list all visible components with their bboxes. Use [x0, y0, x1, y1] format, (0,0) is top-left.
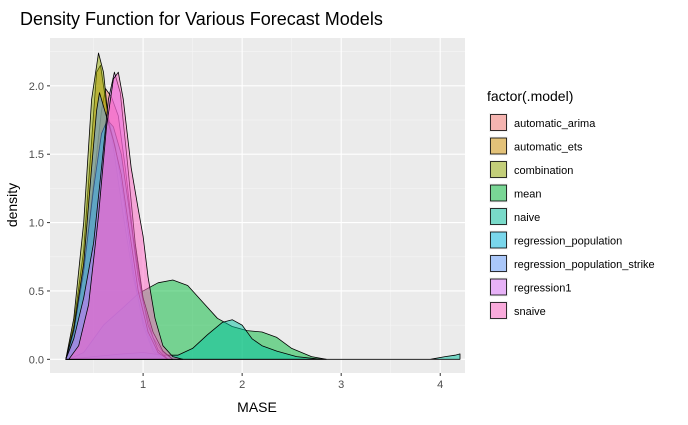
y-tick-label: 0.0: [29, 354, 44, 366]
y-axis-ticks: 0.0 0.5 1.0 1.5 2.0: [29, 81, 50, 366]
legend-label-combination: combination: [514, 165, 573, 177]
legend-label-regression1: regression1: [514, 283, 571, 295]
legend-key-combination: [490, 161, 507, 178]
legend-key-snaive: [490, 302, 507, 319]
y-axis-title: density: [4, 183, 20, 227]
legend-key-automatic_ets: [490, 137, 507, 155]
legend-label-mean: mean: [514, 189, 542, 201]
legend-label-automatic_ets: automatic_ets: [514, 142, 583, 154]
chart-title: Density Function for Various Forecast Mo…: [20, 9, 383, 29]
x-axis-ticks: 1 2 3 4: [140, 373, 443, 391]
legend-label-regression_population: regression_population: [514, 236, 622, 248]
legend-key-naive: [490, 208, 507, 225]
legend: factor(.model) automatic_arima automatic_…: [487, 88, 655, 320]
y-tick-label: 2.0: [29, 81, 44, 93]
density-area-snaive: [68, 71, 184, 360]
x-axis-title: MASE: [237, 399, 277, 415]
x-tick-label: 1: [140, 379, 146, 391]
legend-label-naive: naive: [514, 212, 540, 224]
y-tick-label: 0.5: [29, 286, 44, 298]
legend-key-regression_population: [490, 231, 507, 249]
legend-key-regression_population_strike: [490, 255, 507, 272]
x-tick-label: 3: [338, 379, 344, 391]
x-tick-label: 2: [239, 379, 245, 391]
y-tick-label: 1.5: [29, 149, 44, 161]
legend-label-snaive: snaive: [514, 306, 546, 318]
legend-key-regression1: [490, 278, 507, 296]
density-areas: [65, 52, 461, 360]
y-tick-label: 1.0: [29, 218, 44, 230]
legend-label-regression_population_strike: regression_population_strike: [514, 259, 655, 271]
x-tick-label: 4: [437, 379, 443, 391]
legend-key-mean: [490, 184, 507, 202]
legend-title: factor(.model): [487, 88, 573, 104]
legend-key-automatic_arima: [490, 114, 507, 131]
legend-label-automatic_arima: automatic_arima: [514, 118, 596, 130]
